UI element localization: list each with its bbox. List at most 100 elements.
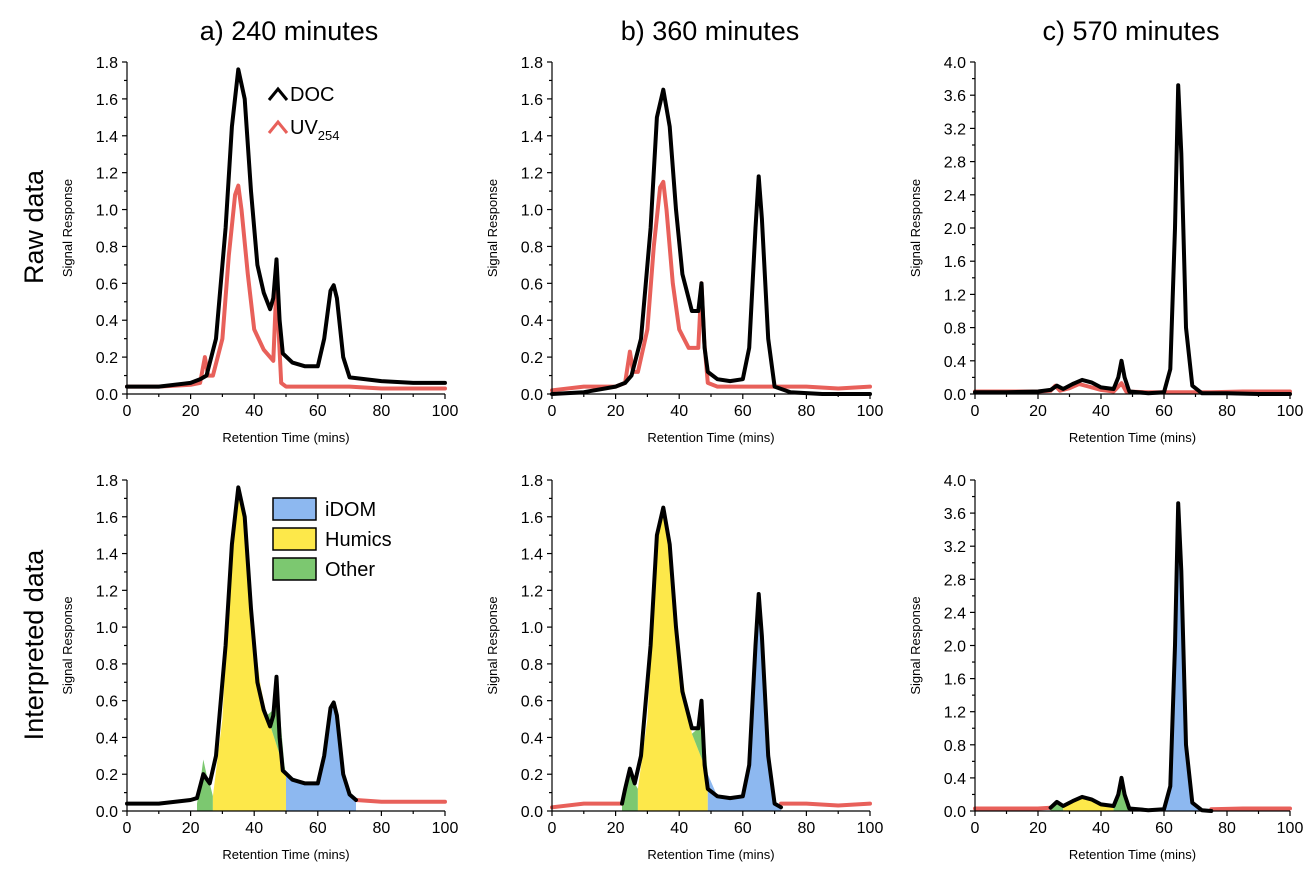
y-tick-label: 0.8 [96, 657, 118, 674]
y-tick-label: 1.2 [521, 166, 543, 183]
y-tick-label: 0.4 [944, 771, 966, 788]
y-tick-label: 1.0 [96, 203, 118, 220]
legend-idom-label: iDOM [325, 499, 376, 521]
y-tick-label: 0.0 [521, 804, 543, 821]
series-uv254-line [354, 798, 447, 804]
x-tick-label: 60 [309, 820, 327, 837]
x-tick-label: 20 [182, 820, 200, 837]
x-tick-label: 40 [245, 403, 263, 420]
fraction-idom-area [286, 702, 356, 811]
y-tick-label: 0.8 [944, 738, 966, 755]
y-tick-label: 0.8 [944, 321, 966, 338]
series-uv254-line [973, 805, 1053, 811]
series-doc-line [620, 505, 783, 810]
fraction-idom-area [1164, 503, 1212, 811]
x-tick-label: 60 [1155, 820, 1173, 837]
row-label-interpreted: Interpreted data [19, 549, 49, 741]
x-axis-label: Retention Time (mins) [647, 847, 774, 862]
y-tick-label: 0.4 [944, 354, 966, 371]
y-tick-label: 1.0 [521, 203, 543, 220]
y-tick-label: 0.0 [96, 804, 118, 821]
y-tick-label: 1.6 [521, 92, 543, 109]
x-tick-label: 60 [1155, 403, 1173, 420]
y-tick-label: 0.8 [521, 239, 543, 256]
series-doc-line [1048, 501, 1214, 813]
series-uv254-line [125, 183, 447, 391]
x-tick-label: 100 [1277, 403, 1304, 420]
x-axis-label: Retention Time (mins) [222, 847, 349, 862]
y-tick-label: 1.8 [521, 55, 543, 72]
y-tick-label: 2.8 [944, 572, 966, 589]
y-tick-label: 0.2 [96, 767, 118, 784]
x-tick-label: 40 [1092, 820, 1110, 837]
x-tick-label: 80 [1218, 820, 1236, 837]
x-tick-label: 20 [1029, 820, 1047, 837]
panel-a-raw: 0.0 0.2 0.4 0.6 0.8 1.0 1.2 1.4 1.6 1.8 0 20 40 60 80 1… [60, 55, 458, 445]
y-tick-label: 0.0 [96, 387, 118, 404]
y-axis-label: Signal Response [485, 596, 500, 694]
x-tick-label: 60 [734, 820, 752, 837]
x-axis-label: Retention Time (mins) [1069, 847, 1196, 862]
y-tick-label: 2.0 [944, 221, 966, 238]
y-tick-label: 0.0 [944, 387, 966, 404]
legend-other-swatch [272, 557, 317, 581]
y-tick-label: 2.4 [944, 605, 966, 622]
series-doc-line [125, 67, 447, 389]
legend-other-label: Other [325, 559, 375, 581]
panel-c-raw: 0.0 0.4 0.8 1.2 1.6 2.0 2.4 2.8 3.2 3.6 4.0 0 20 40 60… [908, 55, 1303, 445]
x-tick-label: 40 [245, 820, 263, 837]
y-tick-label: 0.0 [944, 804, 966, 821]
y-tick-label: 3.6 [944, 88, 966, 105]
x-axis-label: Retention Time (mins) [647, 430, 774, 445]
legend-doc-label: DOC [290, 84, 334, 106]
panels-group: 0.0 0.2 0.4 0.6 0.8 1.0 1.2 1.4 1.6 1.8 0 20 40 60 80 1… [60, 55, 1303, 862]
y-tick-label: 1.4 [521, 547, 543, 564]
y-tick-label: 0.2 [521, 767, 543, 784]
y-tick-label: 1.0 [96, 620, 118, 637]
x-tick-label: 0 [123, 820, 132, 837]
x-tick-label: 0 [123, 403, 132, 420]
legend-humics-label: Humics [325, 529, 392, 551]
y-tick-label: 0.6 [96, 276, 118, 293]
y-tick-label: 1.6 [96, 92, 118, 109]
y-tick-label: 1.8 [521, 473, 543, 490]
x-tick-label: 80 [1218, 403, 1236, 420]
y-tick-label: 0.2 [521, 350, 543, 367]
fraction-idom-area [707, 594, 781, 811]
legend-doc-icon [267, 86, 289, 101]
y-tick-label: 0.0 [521, 387, 543, 404]
legend-uv254-icon [267, 119, 289, 134]
y-tick-label: 1.4 [521, 129, 543, 146]
x-tick-label: 100 [857, 403, 884, 420]
x-axis-label: Retention Time (mins) [222, 430, 349, 445]
series-doc-line [125, 485, 358, 806]
x-tick-label: 40 [670, 403, 688, 420]
y-tick-label: 1.2 [944, 287, 966, 304]
y-axis-label: Signal Response [908, 179, 923, 277]
x-tick-label: 80 [798, 820, 816, 837]
y-axis-label: Signal Response [60, 596, 75, 694]
y-tick-label: 1.8 [96, 55, 118, 72]
series-uv254-line [550, 179, 872, 393]
x-tick-label: 40 [670, 820, 688, 837]
x-tick-label: 100 [432, 820, 459, 837]
x-tick-label: 0 [548, 403, 557, 420]
y-tick-label: 3.6 [944, 506, 966, 523]
x-tick-label: 100 [857, 820, 884, 837]
x-tick-label: 80 [798, 403, 816, 420]
column-title-c: c) 570 minutes [1042, 16, 1219, 46]
y-tick-label: 0.8 [521, 657, 543, 674]
series-uv254-line [779, 801, 872, 808]
x-tick-label: 60 [734, 403, 752, 420]
y-tick-label: 0.4 [96, 730, 118, 747]
fraction-other-area [197, 759, 213, 811]
y-tick-label: 0.4 [521, 730, 543, 747]
x-tick-label: 100 [1277, 820, 1304, 837]
y-tick-label: 1.2 [96, 583, 118, 600]
y-tick-label: 3.2 [944, 539, 966, 556]
y-axis-label: Signal Response [485, 179, 500, 277]
y-tick-label: 4.0 [944, 473, 966, 490]
x-tick-label: 100 [432, 403, 459, 420]
y-tick-label: 3.2 [944, 121, 966, 138]
